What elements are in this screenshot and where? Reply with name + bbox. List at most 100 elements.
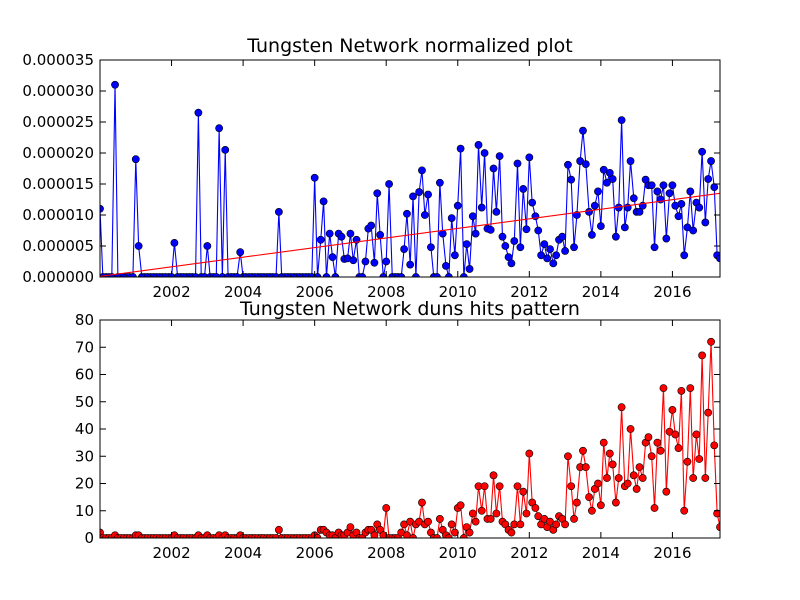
data-point [659,384,668,393]
data-point [495,482,504,491]
data-point [570,515,578,523]
data-point [531,504,540,512]
data-point [131,155,140,164]
data-point [662,234,671,243]
data-point [716,523,720,531]
data-point [552,251,561,260]
x-tick-label: 2006 [296,544,334,562]
data-point [427,243,435,252]
data-point [603,178,611,187]
data-point [579,126,587,135]
data-point [599,438,608,447]
data-point [689,474,698,482]
data-point [313,534,322,538]
data-point [489,164,498,173]
data-point [337,232,346,241]
data-point [474,141,483,149]
y-tick-label: 0.000015 [22,175,94,193]
y-tick-label: 50 [75,393,94,411]
data-point [588,230,596,239]
data-point [367,221,376,230]
y-tick-label: 0.000005 [22,237,94,255]
data-point [424,517,432,526]
data-point [420,211,429,219]
data-point [477,506,486,515]
data-point [644,433,653,442]
axes-frame [99,59,721,278]
data-point [543,254,552,263]
data-point [274,207,283,216]
data-point [525,153,534,162]
x-tick-label: 2008 [367,544,405,562]
x-tick-label: 2010 [439,544,477,562]
chart-title: Tungsten Network duns hits pattern [239,298,580,320]
data-point [486,515,495,523]
y-tick-label: 60 [75,366,94,384]
data-point [614,474,623,482]
data-point [635,207,644,216]
data-point [677,199,686,208]
data-point [373,189,382,198]
data-point [611,232,620,241]
data-point [272,534,280,538]
data-point [424,190,432,199]
x-tick-label: 2006 [296,283,334,301]
data-point [486,225,495,234]
data-point [459,534,468,538]
data-point [674,444,683,452]
data-point [617,403,626,412]
data-point [471,229,480,238]
data-point [400,245,408,253]
data-point [647,452,656,461]
data-point [611,498,620,507]
data-point [462,240,471,249]
data-point [635,463,644,472]
data-point [519,487,528,496]
x-tick-label: 2012 [510,283,548,301]
data-point [594,479,602,488]
data-point [111,80,119,89]
data-point [447,520,456,529]
data-point [406,260,415,269]
data-point [453,201,462,210]
data-point [534,226,543,235]
data-point [626,425,635,433]
data-point [695,203,704,212]
data-point [382,504,391,512]
axis-ticks: 2002 2004 2006 2008 2010 2012 2014 2016 0 10 20 30 4… [75,311,720,562]
data-point [480,149,489,157]
data-point [456,144,465,153]
data-point [626,157,635,165]
data-point [599,165,608,174]
x-tick-label: 2008 [367,283,405,301]
normalized-plot: Tungsten Network normalized plot 2002 200… [22,35,721,301]
x-tick-label: 2002 [152,283,190,301]
data-point [668,181,677,190]
data-point [510,237,519,245]
x-tick-label: 2014 [582,544,620,562]
data-point [594,187,602,196]
x-tick-label: 2014 [582,283,620,301]
data-point [558,232,567,241]
data-point [215,124,224,133]
x-tick-label: 2016 [653,283,691,301]
data-point [495,152,504,160]
data-point [507,528,516,537]
data-point [444,534,453,538]
data-point [713,509,720,518]
data-point [620,223,629,232]
data-point [695,455,704,463]
data-point [435,178,444,187]
data-point [596,222,605,231]
data-point [629,471,638,480]
data-point [465,528,474,537]
data-point [409,534,417,538]
axis-ticks: 2002 2004 2006 2008 2010 2012 2014 2016 0.000000… [22,51,720,301]
data-point [540,240,549,249]
data-point [603,474,611,482]
data-point [650,243,659,252]
data-point [325,229,334,238]
data-point [581,160,590,169]
data-point [686,384,695,393]
data-point [516,520,525,529]
